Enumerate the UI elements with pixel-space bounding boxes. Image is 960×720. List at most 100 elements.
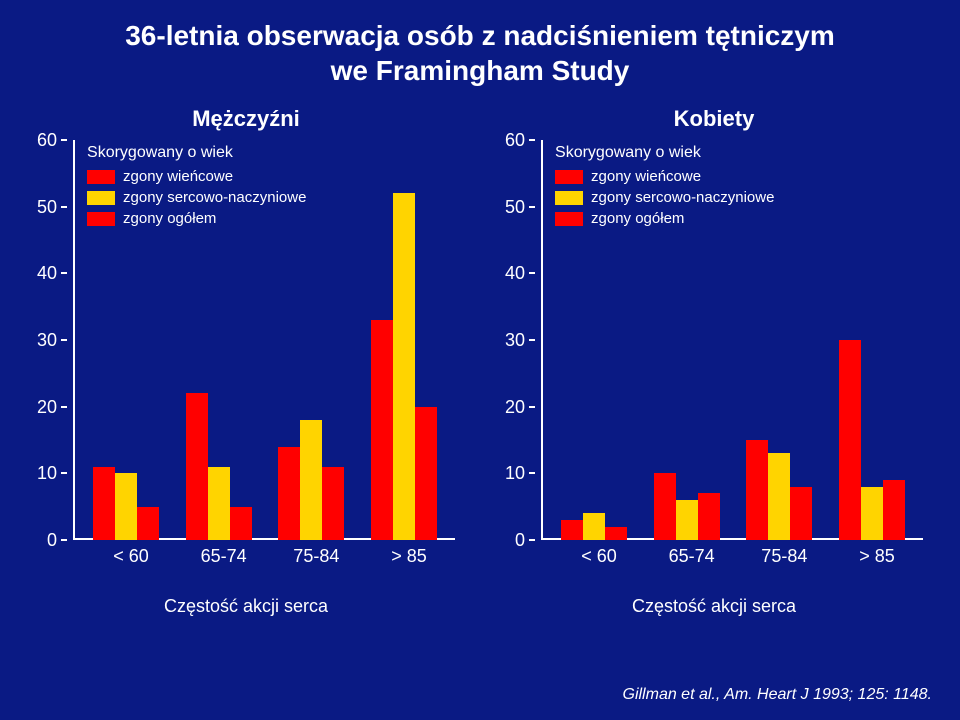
legend-label: zgony ogółem [123, 210, 216, 227]
slide: 36-letnia obserwacja osób z nadciśnienie… [0, 0, 960, 720]
bar [278, 447, 300, 540]
legend-swatch [87, 191, 115, 205]
x-axis-spacer [32, 546, 80, 568]
legend: Skorygowany o wiek zgony wieńcowe zgony se… [87, 144, 306, 231]
bar-group [654, 473, 720, 540]
y-tick-mark [529, 539, 535, 541]
bar-group [93, 467, 159, 540]
bar-group [839, 340, 905, 540]
y-tick-mark [529, 339, 535, 341]
x-labels: < 60 65-74 75-84 > 85 [548, 546, 928, 568]
x-labels: < 60 65-74 75-84 > 85 [80, 546, 460, 568]
y-tick-mark [61, 272, 67, 274]
bar [230, 507, 252, 540]
x-tick-label: < 60 [581, 546, 617, 567]
bar [605, 527, 627, 540]
legend-item: zgony ogółem [555, 210, 774, 227]
legend-swatch [87, 212, 115, 226]
x-axis-spacer [500, 546, 548, 568]
y-tick-mark [61, 406, 67, 408]
bar [883, 480, 905, 540]
title-line-2: we Framingham Study [0, 53, 960, 88]
y-axis: 6050403020100 [505, 140, 541, 540]
chart-column: Mężczyźni 6050403020100 Skorygowany o wiek… [32, 106, 460, 617]
legend-label: zgony wieńcowe [123, 168, 233, 185]
bar [790, 487, 812, 540]
bar-group [278, 420, 344, 540]
legend-swatch [87, 170, 115, 184]
bar [300, 420, 322, 540]
x-tick-label: 75-84 [761, 546, 807, 567]
legend-swatch [555, 191, 583, 205]
x-tick-label: > 85 [859, 546, 895, 567]
legend-label: zgony sercowo-naczyniowe [123, 189, 306, 206]
bar [371, 320, 393, 540]
title-line-1: 36-letnia obserwacja osób z nadciśnienie… [0, 18, 960, 53]
x-axis: < 60 65-74 75-84 > 85 [500, 546, 928, 568]
bar [861, 487, 883, 540]
x-tick-label: > 85 [391, 546, 427, 567]
bar-group [186, 393, 252, 540]
plot-area: Skorygowany o wiek zgony wieńcowe zgony se… [541, 140, 923, 540]
y-axis: 6050403020100 [37, 140, 73, 540]
y-tick-mark [529, 406, 535, 408]
bar [393, 193, 415, 540]
chart-wrap: 6050403020100 Skorygowany o wiek zgony wie… [37, 140, 455, 540]
legend-item: zgony sercowo-naczyniowe [87, 189, 306, 206]
bar-group [371, 193, 437, 540]
citation: Gillman et al., Am. Heart J 1993; 125: 1… [623, 686, 933, 704]
x-axis: < 60 65-74 75-84 > 85 [32, 546, 460, 568]
y-tick-mark [61, 139, 67, 141]
legend-item: zgony sercowo-naczyniowe [555, 189, 774, 206]
bar-group [561, 513, 627, 540]
bar [746, 440, 768, 540]
legend-label: zgony ogółem [591, 210, 684, 227]
chart-heading: Mężczyźni [192, 106, 300, 132]
bar [93, 467, 115, 540]
bar [561, 520, 583, 540]
legend-title: Skorygowany o wiek [87, 144, 306, 162]
bar-group [746, 440, 812, 540]
bar [208, 467, 230, 540]
legend-swatch [555, 212, 583, 226]
legend-label: zgony sercowo-naczyniowe [591, 189, 774, 206]
legend-item: zgony ogółem [87, 210, 306, 227]
bar [768, 453, 790, 540]
bar [654, 473, 676, 540]
legend-label: zgony wieńcowe [591, 168, 701, 185]
charts-row: Mężczyźni 6050403020100 Skorygowany o wiek… [0, 106, 960, 617]
legend-swatch [555, 170, 583, 184]
bar [839, 340, 861, 540]
y-tick-mark [529, 272, 535, 274]
x-tick-label: 65-74 [669, 546, 715, 567]
legend-title: Skorygowany o wiek [555, 144, 774, 162]
bar [676, 500, 698, 540]
chart-wrap: 6050403020100 Skorygowany o wiek zgony wie… [505, 140, 923, 540]
y-tick-mark [529, 139, 535, 141]
y-tick-mark [61, 472, 67, 474]
x-tick-label: 75-84 [293, 546, 339, 567]
y-tick-mark [529, 206, 535, 208]
bar [322, 467, 344, 540]
chart-heading: Kobiety [674, 106, 755, 132]
x-tick-label: < 60 [113, 546, 149, 567]
legend-item: zgony wieńcowe [555, 168, 774, 185]
legend-item: zgony wieńcowe [87, 168, 306, 185]
x-axis-title: Częstość akcji serca [500, 596, 928, 617]
x-tick-label: 65-74 [201, 546, 247, 567]
bar [186, 393, 208, 540]
x-axis-title: Częstość akcji serca [32, 596, 460, 617]
plot-area: Skorygowany o wiek zgony wieńcowe zgony se… [73, 140, 455, 540]
bar [583, 513, 605, 540]
bar [115, 473, 137, 540]
bar [415, 407, 437, 540]
bar [137, 507, 159, 540]
bar [698, 493, 720, 540]
slide-title: 36-letnia obserwacja osób z nadciśnienie… [0, 0, 960, 88]
legend: Skorygowany o wiek zgony wieńcowe zgony se… [555, 144, 774, 231]
chart-column: Kobiety 6050403020100 Skorygowany o wiek zg… [500, 106, 928, 617]
y-tick-mark [61, 339, 67, 341]
y-tick-mark [529, 472, 535, 474]
y-tick-mark [61, 539, 67, 541]
y-tick-mark [61, 206, 67, 208]
